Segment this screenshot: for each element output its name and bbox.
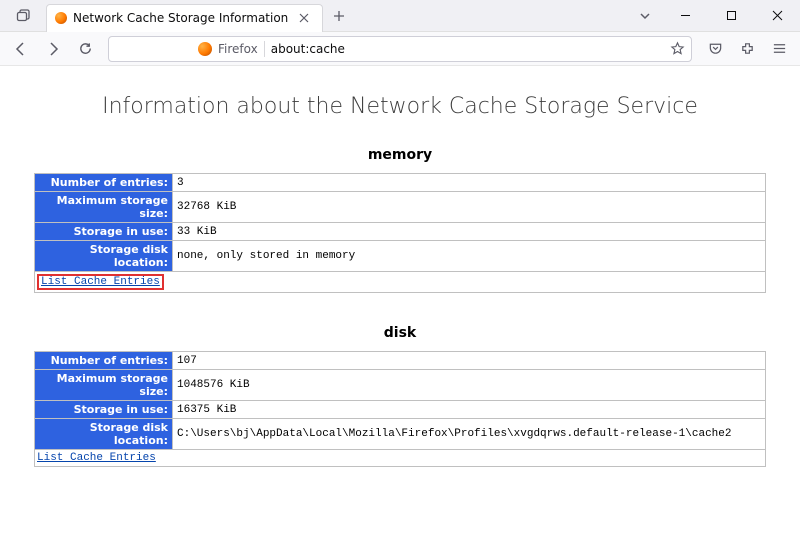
titlebar: Network Cache Storage Information bbox=[0, 0, 800, 32]
row-label: Number of entries: bbox=[35, 174, 173, 192]
row-label: Maximum storage size: bbox=[35, 370, 173, 401]
reload-button[interactable] bbox=[70, 35, 100, 63]
table-row: List Cache Entries bbox=[35, 450, 766, 467]
nav-toolbar: Firefox about:cache bbox=[0, 32, 800, 66]
recent-windows-button[interactable] bbox=[0, 0, 46, 31]
highlight-annotation: List Cache Entries bbox=[37, 274, 164, 290]
new-tab-button[interactable] bbox=[329, 6, 349, 26]
window-minimize-button[interactable] bbox=[662, 0, 708, 32]
row-label: Storage in use: bbox=[35, 223, 173, 241]
memory-cache-table: Number of entries: 3 Maximum storage siz… bbox=[34, 173, 766, 293]
url-text: about:cache bbox=[271, 42, 661, 56]
disk-cache-table: Number of entries: 107 Maximum storage s… bbox=[34, 351, 766, 467]
row-value: C:\Users\bj\AppData\Local\Mozilla\Firefo… bbox=[173, 419, 766, 450]
table-row: Maximum storage size: 1048576 KiB bbox=[35, 370, 766, 401]
forward-button[interactable] bbox=[38, 35, 68, 63]
row-value: 32768 KiB bbox=[173, 192, 766, 223]
row-label: Storage disk location: bbox=[35, 419, 173, 450]
page-title: Information about the Network Cache Stor… bbox=[34, 94, 766, 119]
identity-label: Firefox bbox=[218, 42, 258, 56]
table-row: List Cache Entries bbox=[35, 272, 766, 293]
list-cache-entries-link-disk[interactable]: List Cache Entries bbox=[37, 452, 156, 464]
row-value: 1048576 KiB bbox=[173, 370, 766, 401]
row-label: Storage in use: bbox=[35, 401, 173, 419]
table-row: Number of entries: 107 bbox=[35, 352, 766, 370]
urlbar-separator bbox=[264, 41, 265, 57]
table-row: Number of entries: 3 bbox=[35, 174, 766, 192]
tab-close-button[interactable] bbox=[294, 8, 314, 28]
row-value: none, only stored in memory bbox=[173, 241, 766, 272]
row-value: 3 bbox=[173, 174, 766, 192]
back-button[interactable] bbox=[6, 35, 36, 63]
tab-title: Network Cache Storage Information bbox=[73, 11, 288, 25]
row-label: Maximum storage size: bbox=[35, 192, 173, 223]
bookmark-star-button[interactable] bbox=[667, 41, 687, 56]
section-heading-disk: disk bbox=[34, 325, 766, 341]
tab-favicon bbox=[55, 12, 67, 24]
window-maximize-button[interactable] bbox=[708, 0, 754, 32]
page-content: Information about the Network Cache Stor… bbox=[0, 66, 800, 534]
table-row: Storage disk location: C:\Users\bj\AppDa… bbox=[35, 419, 766, 450]
table-row: Maximum storage size: 32768 KiB bbox=[35, 192, 766, 223]
save-to-pocket-button[interactable] bbox=[700, 35, 730, 63]
url-bar[interactable]: Firefox about:cache bbox=[108, 36, 692, 62]
window-controls bbox=[662, 0, 800, 32]
row-value: 107 bbox=[173, 352, 766, 370]
table-row: Storage in use: 16375 KiB bbox=[35, 401, 766, 419]
table-row: Storage in use: 33 KiB bbox=[35, 223, 766, 241]
table-row: Storage disk location: none, only stored… bbox=[35, 241, 766, 272]
window-close-button[interactable] bbox=[754, 0, 800, 32]
row-label: Storage disk location: bbox=[35, 241, 173, 272]
firefox-logo-icon bbox=[198, 42, 212, 56]
list-cache-entries-link-memory[interactable]: List Cache Entries bbox=[41, 276, 160, 288]
row-label: Number of entries: bbox=[35, 352, 173, 370]
row-value: 16375 KiB bbox=[173, 401, 766, 419]
extensions-button[interactable] bbox=[732, 35, 762, 63]
tabs-dropdown-button[interactable] bbox=[632, 6, 658, 26]
section-heading-memory: memory bbox=[34, 147, 766, 163]
row-value: 33 KiB bbox=[173, 223, 766, 241]
app-menu-button[interactable] bbox=[764, 35, 794, 63]
browser-tab[interactable]: Network Cache Storage Information bbox=[46, 4, 323, 32]
